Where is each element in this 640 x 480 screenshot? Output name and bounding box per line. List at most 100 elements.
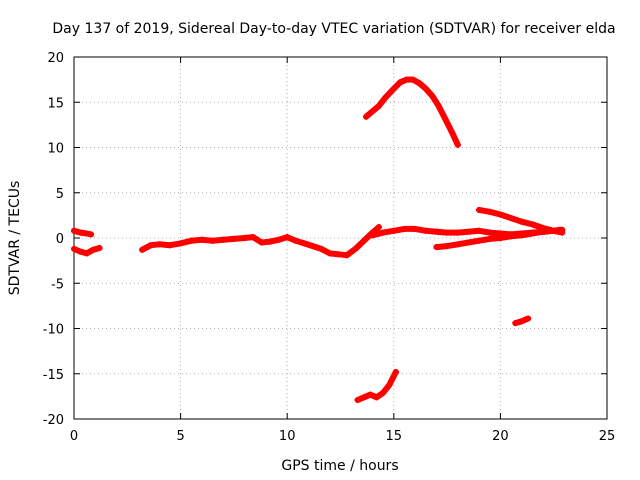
data-point (401, 225, 408, 232)
series-arc-upper (363, 76, 461, 148)
data-point (403, 76, 410, 83)
series-blip (512, 315, 532, 327)
data-point (416, 80, 423, 87)
data-point (375, 102, 382, 109)
data-point (354, 396, 361, 403)
data-point (390, 227, 397, 234)
x-tick-label: 20 (492, 429, 509, 444)
series-track-main (139, 224, 382, 259)
data-point (267, 238, 274, 245)
data-point (476, 206, 483, 213)
series-line (363, 76, 461, 148)
data-point (454, 229, 461, 236)
data-point (465, 228, 472, 235)
data-point (409, 76, 416, 83)
data-point (486, 235, 493, 242)
data-point (422, 85, 429, 92)
data-point (156, 241, 163, 248)
data-point (284, 234, 291, 241)
data-point (335, 251, 342, 258)
data-point (508, 233, 515, 240)
data-point (433, 228, 440, 235)
data-point (529, 230, 536, 237)
data-point (429, 92, 436, 99)
data-point (525, 315, 532, 322)
data-point (454, 141, 461, 148)
data-point (309, 243, 316, 250)
data-point (363, 113, 370, 120)
data-point (441, 115, 448, 122)
data-point (367, 391, 374, 398)
data-point (476, 227, 483, 234)
data-point (96, 244, 103, 251)
data-point (139, 246, 146, 253)
x-tick-label: 10 (279, 429, 296, 444)
data-point (550, 227, 557, 234)
data-point (454, 241, 461, 248)
data-point (476, 237, 483, 244)
data-point (390, 85, 397, 92)
data-point (147, 242, 154, 249)
y-tick-label: 10 (47, 142, 64, 157)
data-point (386, 381, 393, 388)
data-point (465, 239, 472, 246)
data-point (292, 237, 299, 244)
data-point (444, 229, 451, 236)
chart-title: Day 137 of 2019, Sidereal Day-to-day VTE… (52, 21, 615, 37)
x-tick-label: 0 (70, 429, 78, 444)
data-point (373, 394, 380, 401)
data-point (382, 94, 389, 101)
data-point (380, 229, 387, 236)
y-tick-label: -5 (51, 277, 64, 292)
data-point (435, 102, 442, 109)
series-track-falling (476, 206, 566, 236)
y-tick-label: -15 (43, 368, 64, 383)
y-tick-label: 20 (47, 51, 64, 66)
data-point (71, 245, 77, 252)
data-point (198, 236, 205, 243)
series-arc-lower (354, 368, 399, 403)
data-point (71, 227, 77, 234)
y-tick-label: 5 (56, 187, 64, 202)
series-track-start-upper (71, 227, 95, 238)
data-point (444, 243, 451, 250)
x-tick-label: 25 (599, 429, 616, 444)
data-point (230, 235, 237, 242)
data-point (301, 240, 308, 247)
data-point (433, 244, 440, 251)
data-point (422, 227, 429, 234)
data-point (512, 320, 519, 327)
y-tick-label: -20 (43, 413, 64, 428)
data-point (77, 229, 84, 236)
data-point (188, 237, 195, 244)
y-tick-label: 15 (47, 96, 64, 111)
data-point (369, 108, 376, 115)
data-point (375, 224, 382, 231)
data-point (540, 225, 547, 232)
data-series (71, 76, 566, 403)
data-point (559, 229, 566, 236)
data-point (166, 242, 173, 249)
data-point (508, 215, 515, 222)
data-point (497, 235, 504, 241)
data-point (360, 237, 367, 244)
series-line (139, 224, 382, 259)
data-point (518, 218, 525, 225)
data-point (518, 318, 525, 325)
plot-frame (73, 56, 608, 420)
data-point (220, 236, 227, 243)
grid (74, 57, 607, 419)
data-point (497, 211, 504, 218)
y-axis-label: SDTVAR / TECUs (7, 181, 23, 296)
data-point (77, 248, 84, 255)
axis-ticks: 0 5 10 15 20 25 -20 -15 -10 -5 0 5 10 15 20 (43, 51, 616, 444)
x-axis-label: GPS time / hours (281, 458, 398, 474)
data-point (412, 225, 419, 232)
data-point (448, 128, 455, 135)
data-point (326, 250, 333, 257)
x-tick-label: 15 (386, 429, 403, 444)
data-point (369, 232, 376, 239)
x-tick-label: 5 (176, 429, 184, 444)
data-point (352, 245, 359, 252)
